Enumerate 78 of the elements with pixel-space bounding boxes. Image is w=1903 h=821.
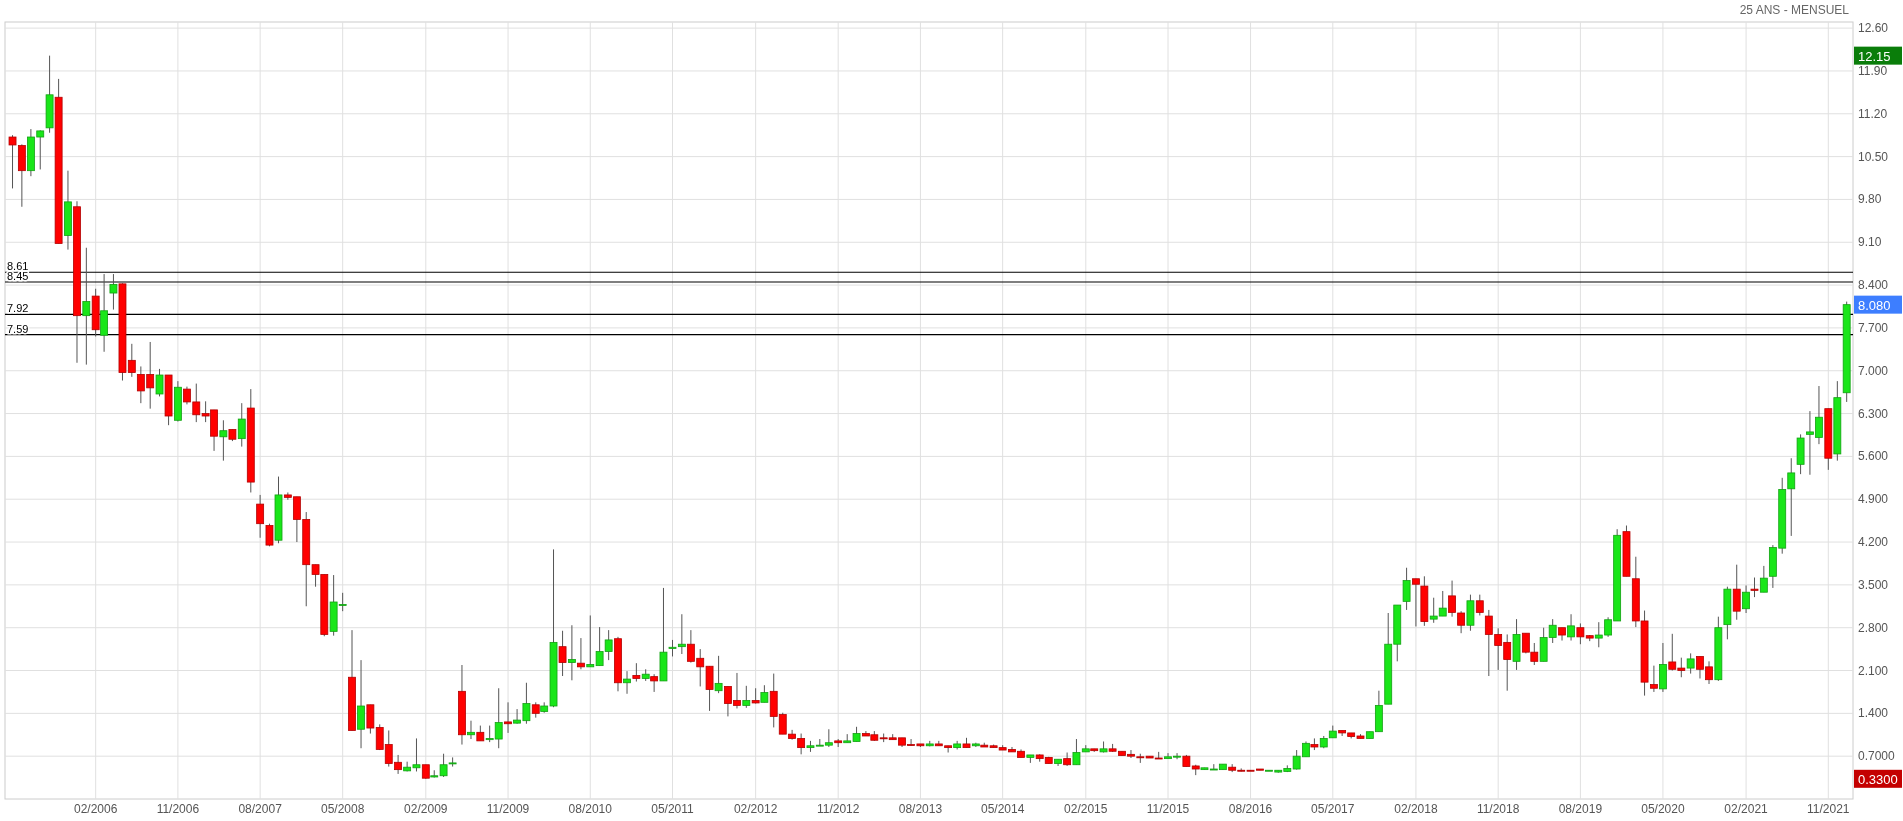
candlestick <box>504 701 512 734</box>
candlestick <box>1686 652 1695 675</box>
y-tick-label: 12.60 <box>1858 21 1889 36</box>
x-tick-label: 11/2012 <box>816 802 860 816</box>
x-tick-label: 11/2009 <box>486 802 530 816</box>
candlestick <box>237 402 246 448</box>
candlestick <box>650 673 659 693</box>
candlestick <box>632 662 641 683</box>
x-tick-label: 05/2017 <box>1311 802 1355 816</box>
y-tick-label: 1.400 <box>1858 706 1889 721</box>
text: 12.15 <box>1858 48 1891 64</box>
x-tick-label: 08/2016 <box>1228 802 1273 816</box>
candlestick <box>82 247 91 366</box>
y-tick-label: 6.300 <box>1858 406 1889 421</box>
x-tick-label: 08/2010 <box>568 802 613 816</box>
candlestick <box>1732 564 1741 621</box>
x-tick-label: 05/2008 <box>320 802 365 816</box>
text: 8.080 <box>1858 297 1891 313</box>
candlestick <box>155 368 164 397</box>
candlestick <box>357 659 365 749</box>
candlestick <box>1402 567 1411 611</box>
candlestick <box>1475 594 1484 616</box>
candlestick <box>1063 752 1072 767</box>
x-tick-label: 02/2018 <box>1394 802 1438 816</box>
y-tick-label: 7.000 <box>1858 363 1889 378</box>
y-tick-label: 9.10 <box>1858 235 1882 250</box>
ref-line-label: 7.92 <box>7 302 29 315</box>
y-tick-label: 4.200 <box>1858 535 1889 550</box>
candlestick <box>1787 457 1796 537</box>
y-tick-label: 9.80 <box>1858 192 1882 207</box>
candlestick <box>742 685 751 709</box>
x-tick-label: 02/2021 <box>1724 802 1769 816</box>
candlestick <box>558 630 567 677</box>
x-tick-label: 08/2019 <box>1558 802 1603 816</box>
candlestick <box>1742 584 1750 614</box>
x-tick-label: 11/2018 <box>1476 802 1520 816</box>
x-tick-label: 05/2011 <box>651 802 695 816</box>
x-tick-label: 11/2015 <box>1146 802 1190 816</box>
x-tick-label: 02/2012 <box>733 802 778 816</box>
y-tick-label: 0.7000 <box>1858 749 1896 764</box>
x-tick-label: 11/2006 <box>156 802 200 816</box>
x-tick-label: 05/2020 <box>1641 802 1685 816</box>
ref-line-label: 8.61 <box>7 260 29 273</box>
y-tick-label: 7.700 <box>1858 320 1889 335</box>
y-tick-label: 3.500 <box>1858 577 1889 592</box>
y-tick-label: 11.20 <box>1858 106 1888 121</box>
candlestick <box>1750 577 1759 598</box>
candlestick <box>1567 613 1575 642</box>
x-tick-label: 08/2013 <box>898 802 943 816</box>
candlestick <box>1759 565 1768 593</box>
y-tick-label: 2.800 <box>1858 620 1889 635</box>
candlestick <box>677 613 686 655</box>
y-tick-label: 5.600 <box>1858 449 1889 464</box>
text: 0.3300 <box>1858 771 1898 787</box>
x-tick-label: 02/2006 <box>73 802 118 816</box>
ref-line-label: 8.45 <box>7 270 29 283</box>
candlestick <box>1412 578 1420 627</box>
candlestick <box>1649 665 1658 693</box>
x-tick-label: 08/2007 <box>238 802 283 816</box>
y-tick-label: 2.100 <box>1858 663 1889 678</box>
candlestick <box>467 720 475 740</box>
ref-line-label: 7.59 <box>7 322 29 335</box>
y-tick-label: 11.90 <box>1858 63 1888 78</box>
candlestick <box>577 637 585 670</box>
y-tick-label: 4.900 <box>1858 492 1889 507</box>
candlestick <box>256 494 265 539</box>
candlestick <box>623 670 631 695</box>
x-tick-label: 02/2009 <box>404 802 448 816</box>
x-tick-label: 02/2015 <box>1064 802 1108 816</box>
candlestick <box>219 419 228 462</box>
candlestick <box>714 655 723 694</box>
candlestick <box>109 273 118 311</box>
y-tick-label: 8.400 <box>1858 278 1889 293</box>
x-tick-label: 11/2021 <box>1807 802 1850 816</box>
chart-subtitle: 25 ANS - MENSUEL <box>1739 3 1850 17</box>
y-tick-label: 10.50 <box>1858 149 1889 164</box>
candlestick <box>568 624 576 681</box>
x-tick-label: 05/2014 <box>980 802 1025 816</box>
